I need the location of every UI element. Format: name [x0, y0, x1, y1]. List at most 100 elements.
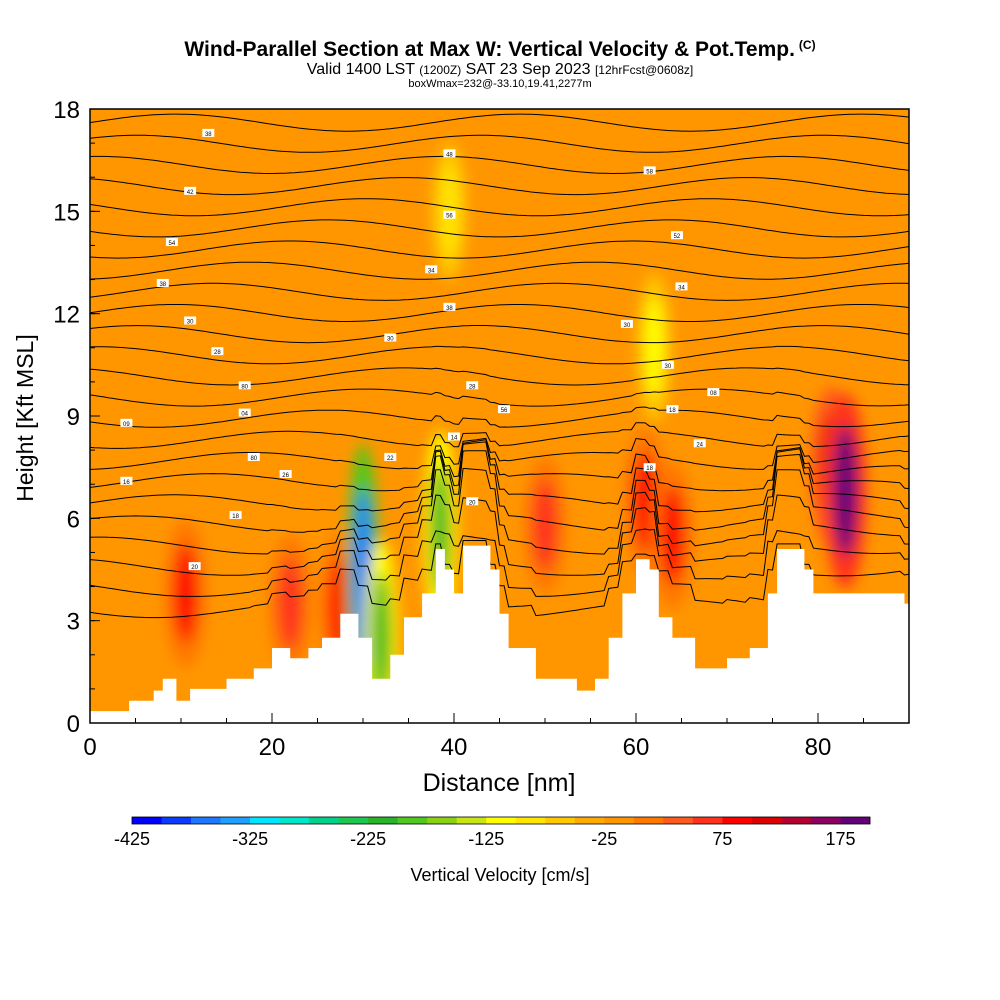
- colorbar-swatch: [338, 817, 369, 824]
- theta-contour-labels: 38 48 58 42 56 54 52 34 38 34 30 38 30 30 28 30 80 28 08 04…: [120, 128, 720, 571]
- theta-label-text: 24: [696, 442, 703, 448]
- theta-contour-label: 56: [443, 210, 456, 220]
- theta-label-box: [425, 265, 438, 274]
- theta-label-text: 14: [451, 435, 458, 441]
- theta-label-text: 42: [187, 190, 194, 196]
- theta-label-text: 18: [669, 408, 676, 414]
- theta-label-text: 28: [214, 350, 221, 356]
- colorbar-tick-label: 175: [825, 829, 855, 849]
- theta-label-box: [184, 186, 197, 195]
- colorbar-tick-label: -125: [468, 829, 504, 849]
- theta-label-box: [466, 497, 479, 506]
- y-tick-label: 12: [53, 302, 80, 329]
- theta-label-box: [443, 149, 456, 158]
- theta-contour-label: 54: [165, 238, 178, 247]
- theta-contour-label: 30: [620, 319, 633, 329]
- theta-label-box: [498, 405, 511, 414]
- x-tick-label: 60: [623, 734, 650, 761]
- theta-contour-line: [90, 261, 909, 280]
- theta-label-text: 30: [624, 323, 631, 329]
- theta-contour-line: [90, 304, 909, 322]
- theta-label-box: [670, 231, 683, 240]
- theta-label-text: 58: [646, 169, 653, 175]
- theta-label-text: 48: [446, 152, 453, 158]
- theta-contour-line: [90, 406, 909, 428]
- copyright-mark: (C): [798, 38, 816, 52]
- theta-label-text: 38: [159, 282, 166, 288]
- updraft-core: [173, 543, 198, 643]
- y-tick-label: 6: [67, 506, 80, 533]
- theta-label-box: [384, 333, 397, 342]
- theta-label-text: 04: [241, 412, 248, 418]
- theta-label-text: 30: [187, 319, 194, 325]
- theta-label-text: 56: [501, 408, 508, 414]
- theta-label-text: 16: [123, 480, 130, 486]
- theta-label-box: [707, 388, 720, 397]
- theta-label-box: [120, 476, 133, 485]
- theta-label-text: 22: [387, 456, 394, 462]
- theta-contour-label: 30: [661, 360, 674, 370]
- x-axis: 0 20 40 60 80: [83, 713, 910, 761]
- theta-label-text: 34: [428, 268, 435, 274]
- theta-label-box: [120, 418, 133, 427]
- theta-contour-label: 18: [643, 463, 656, 472]
- colorbar-swatch: [692, 817, 723, 824]
- colorbar-swatch: [781, 817, 812, 824]
- theta-contour-line: [90, 494, 909, 576]
- theta-label-box: [666, 405, 679, 414]
- colorbar-swatch: [486, 817, 517, 824]
- updraft-core: [278, 557, 303, 650]
- y-tick-label: 18: [53, 97, 80, 124]
- theta-label-text: 08: [710, 391, 717, 397]
- x-tick-label: 80: [805, 734, 832, 761]
- theta-contour-line: [90, 467, 909, 555]
- updraft-core: [633, 451, 657, 551]
- theta-label-box: [448, 432, 460, 441]
- colorbar-tick-label: 75: [712, 829, 732, 849]
- theta-contour-line: [90, 113, 909, 132]
- downdraft-band: [645, 298, 664, 398]
- colorbar-swatch: [722, 817, 753, 824]
- colorbar-swatch: [545, 817, 576, 824]
- theta-contour-label: 38: [202, 128, 215, 138]
- theta-label-text: 09: [123, 422, 130, 428]
- theta-contours: [90, 113, 909, 619]
- theta-contour-label: 24: [693, 439, 706, 448]
- theta-label-box: [238, 408, 251, 417]
- theta-contour-line: [90, 441, 909, 513]
- theta-label-text: 52: [674, 234, 681, 240]
- colorbar-tick-label: -25: [591, 829, 617, 849]
- theta-contour-label: 18: [666, 405, 679, 414]
- colorbar-swatch: [132, 817, 162, 824]
- theta-contour-line: [90, 367, 909, 386]
- x-axis-label: Distance [nm]: [423, 769, 576, 797]
- theta-label-text: 18: [646, 466, 653, 472]
- box-info: boxWmax=232@-33.10,19.41,2277m: [408, 78, 592, 90]
- theta-contour-line: [90, 528, 909, 597]
- theta-contour-line: [90, 219, 909, 238]
- theta-label-text: 30: [387, 337, 394, 343]
- colorbar-frame: [131, 816, 871, 825]
- y-tick-label: 9: [67, 404, 80, 431]
- theta-contour-line: [90, 450, 909, 533]
- theta-contour-label: 38: [443, 302, 456, 312]
- colorbar-swatch: [191, 817, 221, 824]
- y-axis: 0 3 6 9 12 15 18: [53, 97, 100, 738]
- theta-label-box: [247, 452, 260, 461]
- theta-label-box: [156, 278, 169, 287]
- colorbar-swatch: [515, 817, 546, 824]
- theta-label-box: [443, 210, 456, 219]
- theta-contour-label: 22: [384, 452, 397, 462]
- theta-label-box: [675, 282, 688, 291]
- theta-contour-label: 20: [188, 562, 201, 571]
- theta-contour-label: 34: [675, 282, 688, 291]
- theta-label-text: 80: [250, 456, 257, 462]
- theta-contour-label: 09: [120, 418, 133, 428]
- theta-label-text: 38: [446, 306, 453, 312]
- theta-contour-label: 30: [384, 333, 397, 343]
- theta-contour-label: 04: [238, 408, 251, 418]
- theta-label-text: 30: [665, 364, 672, 370]
- theta-label-box: [643, 463, 656, 472]
- colorbar-swatch: [368, 817, 398, 824]
- theta-contour-label: 56: [498, 405, 511, 414]
